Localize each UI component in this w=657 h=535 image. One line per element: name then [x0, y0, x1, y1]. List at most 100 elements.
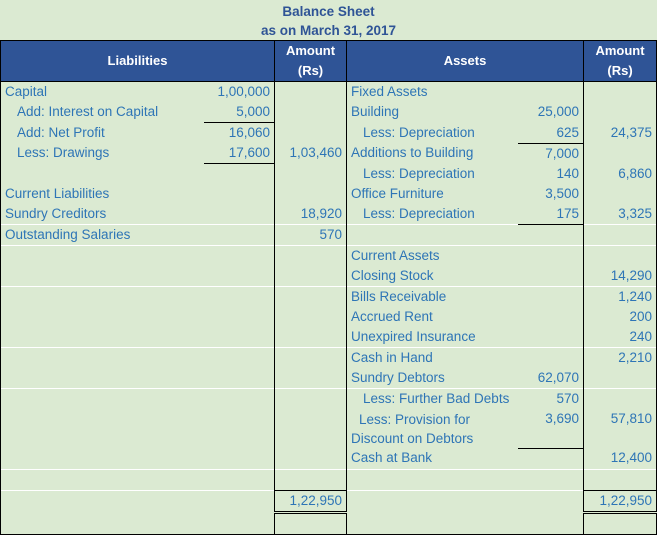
asset-label: Cash in Hand	[346, 347, 518, 368]
asset-amount: 200	[583, 307, 657, 327]
liability-label	[0, 388, 204, 409]
liability-amount	[274, 122, 347, 143]
liability-amount	[274, 102, 347, 123]
table-row	[0, 468, 657, 490]
asset-subamount	[517, 286, 584, 307]
empty-cell	[274, 512, 347, 535]
asset-label: Bills Receivable	[346, 286, 518, 307]
empty-cell	[346, 512, 518, 535]
asset-label: Additions to Building	[351, 145, 474, 161]
asset-amount	[583, 81, 657, 102]
liability-amount	[274, 266, 347, 287]
table-row: Sundry Debtors 62,070	[0, 368, 657, 389]
sheet-date: as on March 31, 2017	[260, 23, 397, 38]
table-row: Cash in Hand 2,210	[0, 347, 657, 368]
asset-subamount: 7,000	[545, 145, 580, 161]
liability-subamount	[203, 347, 275, 368]
empty-cell	[203, 512, 275, 535]
asset-amount: 57,810	[583, 409, 657, 448]
liability-subamount: 5,000	[203, 102, 275, 123]
liability-subamount	[204, 184, 275, 204]
table-row: Current Liabilities Office Furniture 3,500	[0, 184, 657, 204]
liability-amount: 1,03,460	[274, 143, 347, 164]
liability-subamount	[204, 307, 275, 327]
liabilities-total: 1,22,950	[274, 489, 347, 514]
asset-label: Accrued Rent	[351, 309, 433, 324]
table-row: Sundry Creditors 18,920 Less: Depreciation…	[0, 204, 657, 225]
asset-subamount	[517, 347, 584, 368]
asset-label: Unexpired Insurance	[351, 329, 476, 344]
asset-amount: 2,210	[583, 347, 657, 368]
asset-label: Building	[351, 104, 400, 120]
liability-label	[0, 468, 204, 490]
liability-subamount	[204, 266, 275, 287]
table-row: Less: Depreciation 140 6,860	[0, 163, 657, 185]
asset-subamount	[518, 327, 584, 348]
asset-subamount: 25,000	[537, 104, 580, 120]
liability-amount	[274, 245, 347, 266]
liability-amount: 18,920	[274, 204, 347, 225]
liability-amount	[274, 388, 347, 409]
empty-cell	[0, 512, 204, 535]
liability-amount	[274, 368, 347, 389]
sheet-title: Balance Sheet	[282, 4, 375, 19]
asset-subamount	[517, 224, 584, 246]
empty-cell	[203, 489, 275, 512]
liability-label	[0, 307, 204, 327]
liability-label	[0, 347, 204, 368]
asset-subamount	[517, 468, 584, 490]
asset-label: Cash at Bank	[351, 450, 433, 466]
table-row: Unexpired Insurance 240	[0, 327, 657, 348]
asset-label: Less: Depreciation	[363, 124, 475, 140]
asset-amount: 14,290	[583, 266, 657, 287]
asset-label: Sundry Debtors	[351, 370, 445, 385]
liability-label	[0, 409, 204, 448]
header-row: Liabilities Amount (Rs) Assets Amount (Rs)	[0, 40, 657, 82]
liability-subamount	[204, 448, 275, 469]
asset-amount: 12,400	[583, 448, 657, 469]
assets-header: Assets	[345, 40, 585, 82]
liability-amount	[274, 163, 347, 184]
asset-label: Less: Provision for Discount on Debtors	[347, 409, 518, 448]
liability-label: Current Liabilities	[0, 184, 204, 204]
balance-sheet-table: Liabilities Amount (Rs) Assets Amount (Rs)…	[0, 40, 657, 535]
currency-label: (Rs)	[607, 63, 633, 78]
liabilities-header: Liabilities	[0, 40, 275, 82]
liability-amount	[274, 307, 347, 327]
asset-subamount: 62,070	[537, 370, 580, 385]
asset-amount	[583, 184, 657, 204]
asset-subamount: 140	[556, 165, 580, 181]
liability-amount	[274, 327, 347, 348]
asset-label: Office Furniture	[351, 186, 444, 201]
assets-total: 1,22,950	[583, 489, 657, 514]
asset-label-line: Less: Provision for	[359, 411, 471, 427]
liability-amount	[274, 468, 347, 490]
liability-subamount	[204, 368, 275, 389]
table-row: Current Assets	[0, 245, 657, 266]
liability-label	[0, 163, 204, 184]
asset-label: Less: Depreciation	[363, 206, 475, 221]
liability-subamount	[203, 388, 275, 409]
empty-cell	[517, 489, 584, 512]
asset-subamount: 625	[517, 122, 584, 144]
liability-label: Less: Drawings	[0, 143, 204, 164]
liability-subamount	[204, 164, 275, 185]
asset-amount	[583, 143, 657, 164]
table-row: Cash at Bank 12,400	[0, 448, 657, 469]
amount-label: Amount	[285, 43, 336, 58]
asset-subamount	[517, 245, 584, 266]
liability-amount: 570	[274, 224, 347, 246]
liability-subamount	[204, 409, 275, 448]
asset-label	[346, 224, 518, 246]
liability-subamount	[203, 224, 275, 246]
asset-amount: 3,325	[583, 204, 657, 225]
asset-subamount	[518, 82, 584, 103]
asset-label: Less: Depreciation	[363, 165, 475, 181]
asset-amount	[583, 224, 657, 246]
asset-label: Current Assets	[346, 245, 518, 266]
liability-label	[0, 266, 204, 287]
empty-cell	[517, 512, 584, 535]
table-row: Add: Net Profit 16,060 Less: Depreciation 6…	[0, 122, 657, 144]
liability-amount	[274, 347, 347, 368]
liability-subamount: 17,600	[203, 143, 275, 164]
